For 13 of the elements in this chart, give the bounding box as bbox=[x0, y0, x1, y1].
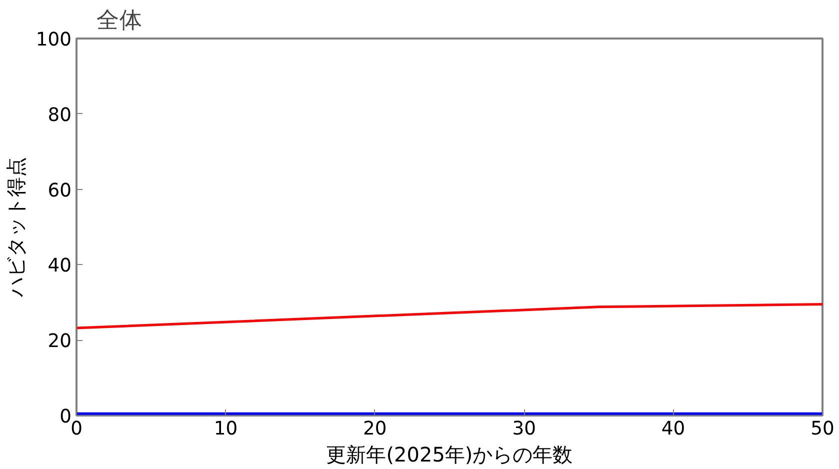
chart-title: 全体 bbox=[96, 8, 142, 34]
x-tick-label: 40 bbox=[661, 418, 686, 440]
y-tick-label: 100 bbox=[36, 30, 72, 50]
y-tick-label: 40 bbox=[48, 256, 72, 277]
x-axis-title: 更新年(2025年)からの年数 bbox=[326, 442, 573, 466]
x-tick-label: 20 bbox=[363, 418, 387, 440]
x-tick-label: 10 bbox=[214, 418, 238, 440]
y-tick-label: 60 bbox=[48, 180, 72, 202]
x-tick-label: 50 bbox=[810, 418, 834, 440]
y-tick-label: 80 bbox=[48, 104, 72, 126]
y-tick-label: 20 bbox=[48, 331, 72, 352]
x-tick-label: 30 bbox=[512, 418, 536, 440]
y-axis-title: ハビタット得点 bbox=[4, 157, 28, 298]
